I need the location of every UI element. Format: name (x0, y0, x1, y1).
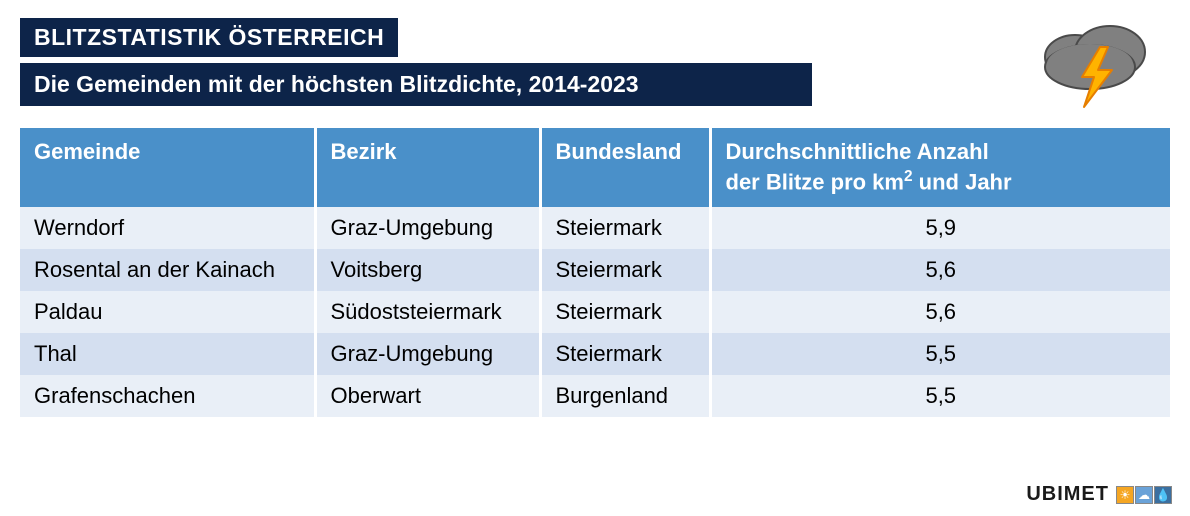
cell-gemeinde: Rosental an der Kainach (20, 249, 315, 291)
col-header-bundesland: Bundesland (540, 128, 710, 207)
cell-gemeinde: Grafenschachen (20, 375, 315, 417)
table-row: Rosental an der KainachVoitsbergSteierma… (20, 249, 1170, 291)
cell-gemeinde: Paldau (20, 291, 315, 333)
cell-gemeinde: Thal (20, 333, 315, 375)
page-title: BLITZSTATISTIK ÖSTERREICH (20, 18, 398, 57)
cell-wert: 5,6 (710, 291, 1170, 333)
col-header-bezirk: Bezirk (315, 128, 540, 207)
cell-bezirk: Voitsberg (315, 249, 540, 291)
table-row: PaldauSüdoststeiermarkSteiermark5,6 (20, 291, 1170, 333)
cell-gemeinde: Werndorf (20, 207, 315, 249)
footer: UBIMET ☀☁💧 (1026, 483, 1172, 506)
table-header-row: Gemeinde Bezirk Bundesland Durchschnittl… (20, 128, 1170, 207)
cell-bundesland: Steiermark (540, 249, 710, 291)
cell-bundesland: Steiermark (540, 291, 710, 333)
page-subtitle: Die Gemeinden mit der höchsten Blitzdich… (20, 63, 812, 106)
footer-square-icon: ☁ (1135, 486, 1153, 504)
cell-wert: 5,5 (710, 375, 1170, 417)
cell-bezirk: Graz-Umgebung (315, 207, 540, 249)
cell-wert: 5,6 (710, 249, 1170, 291)
cell-bundesland: Steiermark (540, 333, 710, 375)
table-row: WerndorfGraz-UmgebungSteiermark5,9 (20, 207, 1170, 249)
footer-square-icon: ☀ (1116, 486, 1134, 504)
cell-bundesland: Burgenland (540, 375, 710, 417)
cell-bezirk: Oberwart (315, 375, 540, 417)
cell-bezirk: Südoststeiermark (315, 291, 540, 333)
table-body: WerndorfGraz-UmgebungSteiermark5,9Rosent… (20, 207, 1170, 417)
blitz-table: Gemeinde Bezirk Bundesland Durchschnittl… (20, 128, 1170, 417)
header: BLITZSTATISTIK ÖSTERREICH Die Gemeinden … (0, 0, 1190, 106)
col-header-wert: Durchschnittliche Anzahlder Blitze pro k… (710, 128, 1170, 207)
cell-wert: 5,5 (710, 333, 1170, 375)
table-row: ThalGraz-UmgebungSteiermark5,5 (20, 333, 1170, 375)
thundercloud-icon (1030, 12, 1160, 112)
data-table-container: Gemeinde Bezirk Bundesland Durchschnittl… (0, 106, 1190, 417)
brand-logo: UBIMET (1026, 483, 1109, 506)
cell-bundesland: Steiermark (540, 207, 710, 249)
cell-bezirk: Graz-Umgebung (315, 333, 540, 375)
col-header-gemeinde: Gemeinde (20, 128, 315, 207)
table-row: GrafenschachenOberwartBurgenland5,5 (20, 375, 1170, 417)
footer-square-icon: 💧 (1154, 486, 1172, 504)
cell-wert: 5,9 (710, 207, 1170, 249)
